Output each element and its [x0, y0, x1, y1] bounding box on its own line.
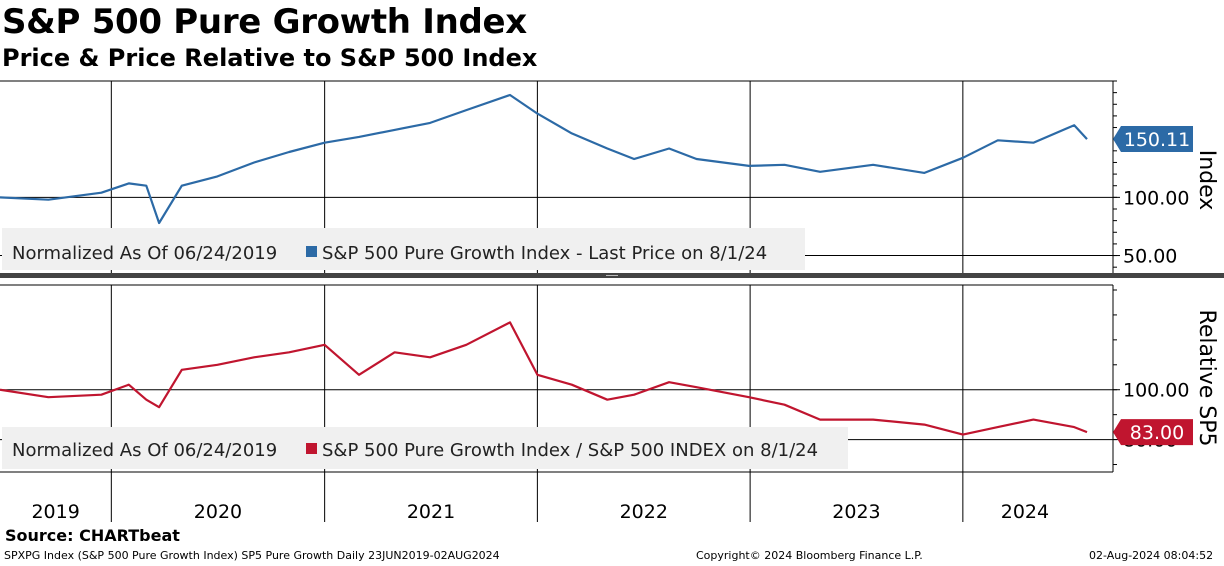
top-legend-box — [2, 228, 805, 270]
x-tick-label: 2019 — [31, 501, 79, 523]
bottom-legend-box — [2, 427, 848, 469]
chart-title: S&P 500 Pure Growth Index — [2, 2, 527, 42]
x-tick-label: 2022 — [620, 501, 668, 523]
x-tick-label: 2024 — [1001, 501, 1049, 523]
price-y-tick-label: 50.00 — [1123, 246, 1177, 268]
top-legend-swatch — [306, 246, 317, 257]
relative-last-value-badge — [1113, 419, 1193, 446]
relative-series-line — [0, 321, 1088, 436]
footer-timestamp: 02-Aug-2024 08:04:52 — [1089, 549, 1214, 562]
bottom-legend-swatch — [306, 443, 317, 454]
bottom-legend-series-label: S&P 500 Pure Growth Index / S&P 500 INDE… — [322, 440, 818, 461]
bottom-legend-note: Normalized As Of 06/24/2019 — [12, 440, 277, 461]
x-tick-label: 2021 — [407, 501, 455, 523]
footer-ticker-info: SPXPG Index (S&P 500 Pure Growth Index) … — [4, 549, 500, 562]
footer-copyright: Copyright© 2024 Bloomberg Finance L.P. — [696, 549, 923, 562]
top-y-axis-title: Index — [1194, 150, 1219, 211]
top-legend-series-label: S&P 500 Pure Growth Index - Last Price o… — [322, 243, 767, 264]
source-note: Source: CHARTbeat — [5, 526, 180, 545]
chart-subtitle: Price & Price Relative to S&P 500 Index — [2, 44, 538, 72]
bottom-y-axis-title: Relative SP5 — [1194, 310, 1219, 447]
price-y-tick-label: 100.00 — [1123, 187, 1189, 209]
relative-y-tick-label: 100.00 — [1123, 380, 1189, 402]
price-last-value-badge — [1113, 126, 1193, 153]
top-legend-note: Normalized As Of 06/24/2019 — [12, 243, 277, 264]
price-series-line — [0, 93, 1088, 225]
relative-last-value-tag: 83.00 — [1113, 419, 1193, 446]
x-tick-label: 2023 — [832, 501, 880, 523]
price-last-value-tag: 150.11 — [1113, 126, 1193, 153]
price-last-value-label: 150.11 — [1124, 129, 1190, 151]
relative-last-value-label: 83.00 — [1130, 422, 1184, 444]
x-tick-label: 2020 — [194, 501, 242, 523]
